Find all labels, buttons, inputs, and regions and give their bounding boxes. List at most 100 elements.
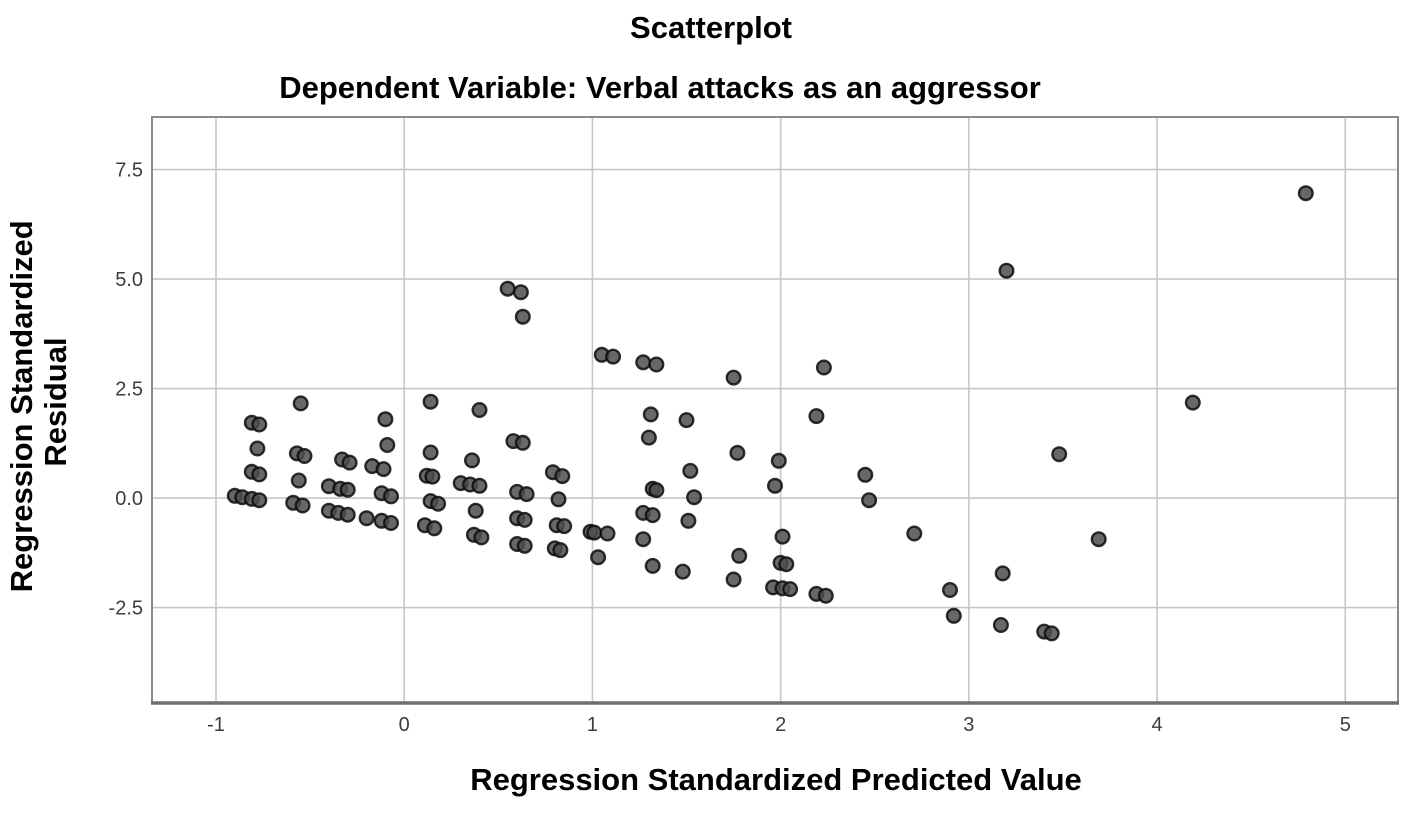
x-tick-label: 5 [1340,714,1351,736]
data-point [782,581,799,598]
data-point [994,565,1011,582]
data-point [674,563,691,580]
data-point [635,531,652,548]
data-point [648,356,665,373]
chart-subtitle: Dependent Variable: Verbal attacks as an… [279,70,1041,105]
data-point [906,525,923,542]
x-tick-label: 4 [1152,714,1163,736]
data-point [339,481,356,498]
data-point [725,571,742,588]
data-point [552,542,569,559]
data-point [590,549,607,566]
data-point [294,497,311,514]
x-tick-label: 1 [587,714,598,736]
data-point [556,518,573,535]
x-tick-label: 0 [399,714,410,736]
data-point [550,491,567,508]
data-point [815,359,832,376]
x-tick-label: 2 [775,714,786,736]
data-point [1043,625,1060,642]
data-point [942,582,959,599]
data-point [358,510,375,527]
data-point [251,492,268,509]
y-axis-label: Regression Standardized Residual [4,212,73,593]
data-point [499,280,516,297]
data-point [464,452,481,469]
data-point [731,547,748,564]
data-point [682,462,699,479]
data-point [467,502,484,519]
data-point [251,416,268,433]
data-point [642,406,659,423]
data-point [292,395,309,412]
data-point [767,477,784,494]
data-point [426,520,443,537]
data-point [422,393,439,410]
data-point [599,525,616,542]
x-tick-labels: -1 0 1 2 3 4 5 [207,714,1351,736]
data-point [774,528,791,545]
data-point [383,488,400,505]
plot-frame [151,116,1399,704]
data-point [249,440,266,457]
data-point [554,468,571,485]
x-axis-label: Regression Standardized Predicted Value [470,762,1082,797]
data-point [375,461,392,478]
data-point [808,408,825,425]
y-tick-label: 7.5 [115,160,143,182]
data-point [516,511,533,528]
data-point [680,512,697,529]
data-point [644,507,661,524]
data-point [725,369,742,386]
data-point [514,434,531,451]
y-axis-label-line1: Regression Standardized [4,220,39,592]
data-point [586,524,603,541]
data-point [770,452,787,469]
data-points [226,185,1314,642]
data-point [778,556,795,573]
y-tick-label: 5.0 [115,269,143,291]
data-point [422,444,439,461]
data-point [635,354,652,371]
data-point [640,429,657,446]
data-point [296,448,313,465]
data-point [251,466,268,483]
data-point [945,607,962,624]
data-point [339,506,356,523]
data-point [729,444,746,461]
data-point [514,308,531,325]
data-point [379,437,396,454]
data-point [992,617,1009,634]
data-point [516,537,533,554]
data-point [377,411,394,428]
data-point [857,466,874,483]
data-point [644,557,661,574]
data-point [290,472,307,489]
data-point [1090,531,1107,548]
y-tick-labels: 7.5 5.0 2.5 0.0 -2.5 [109,160,143,620]
data-point [424,468,441,485]
y-tick-label: 0.0 [115,488,143,510]
data-point [998,262,1015,279]
data-point [471,477,488,494]
data-point [471,402,488,419]
data-point [817,587,834,604]
data-point [648,482,665,499]
data-point [512,284,529,301]
data-point [518,486,535,503]
data-point [861,492,878,509]
data-point [678,412,695,429]
data-point [473,529,490,546]
chart-title: Scatterplot [630,10,792,45]
data-point [1297,185,1314,202]
data-point [1051,446,1068,463]
x-tick-label: -1 [207,714,225,736]
data-point [605,348,622,365]
data-point [430,495,447,512]
y-tick-label: -2.5 [109,598,143,620]
data-point [1184,394,1201,411]
y-tick-label: 2.5 [115,379,143,401]
data-point [383,515,400,532]
